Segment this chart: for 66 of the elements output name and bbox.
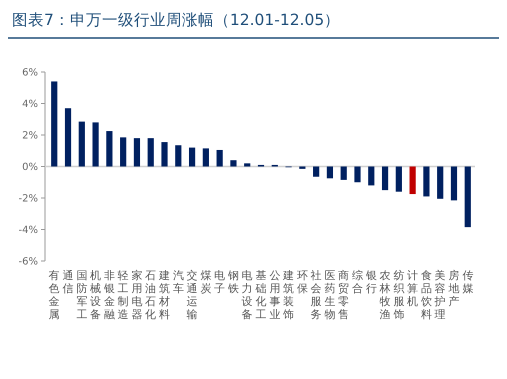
x-tick-label: 银行: [364, 269, 377, 295]
x-tick-label: 建筑装饰: [282, 269, 294, 321]
bar: [437, 166, 444, 199]
x-tick-label: 非银金融: [102, 269, 115, 321]
bar: [78, 122, 85, 166]
x-tick-label: 计算机: [407, 269, 418, 308]
x-tick-label: 环保: [296, 269, 308, 295]
y-tick-label: -2%: [18, 194, 38, 204]
bar: [354, 166, 361, 182]
bar: [368, 166, 374, 186]
y-tick-label: -6%: [18, 256, 38, 268]
x-tick-label: 公用事业: [269, 269, 280, 321]
bar: [382, 166, 388, 190]
x-tick-label: 交通运输: [186, 269, 198, 321]
x-tick-label: 有色金属: [48, 269, 60, 321]
bar: [340, 166, 347, 180]
x-tick-label: 家用电器: [131, 269, 142, 321]
bar: [148, 138, 154, 166]
y-tick-label: 2%: [22, 130, 38, 142]
x-tick-label: 综合: [352, 269, 363, 295]
bar: [396, 166, 402, 192]
x-tick-label: 国防军工: [76, 269, 88, 321]
y-tick-label: 0%: [22, 162, 38, 173]
y-tick-label: 4%: [22, 99, 38, 110]
bar: [230, 160, 237, 166]
x-tick-label: 汽车: [172, 269, 184, 295]
x-tick-label: 机械设备: [90, 269, 102, 321]
bar: [64, 108, 72, 166]
x-tick-label: 农林牧渔: [378, 269, 391, 321]
chart-title: 图表7：申万一级行业周涨幅（12.01-12.05）: [12, 11, 340, 29]
bar: [202, 148, 209, 166]
x-tick-label: 电子: [214, 269, 226, 295]
bar: [313, 166, 320, 177]
bar: [244, 163, 250, 166]
bar: [92, 122, 99, 166]
bar: [161, 142, 168, 166]
bar: [410, 166, 416, 194]
x-tick-label: 社会服务: [310, 269, 322, 321]
x-tick-label: 商贸零售: [338, 269, 350, 321]
x-tick-label: 通信: [62, 269, 74, 295]
bar: [51, 81, 58, 166]
x-tick-label: 房地产: [447, 269, 460, 308]
x-tick-label: 煤炭: [200, 269, 212, 295]
bar: [326, 166, 334, 178]
bar: [188, 148, 196, 166]
x-tick-label: 食品饮料: [420, 269, 432, 321]
y-tick-label: 6%: [22, 68, 38, 78]
y-tick-label: -4%: [18, 225, 38, 236]
x-tick-label: 电力设备: [242, 269, 253, 321]
bar: [423, 166, 430, 196]
bar: [106, 131, 112, 166]
x-tick-label: 基础化工: [254, 269, 266, 321]
bar: [216, 150, 223, 166]
x-tick-label: 轻工制造: [118, 269, 129, 321]
x-tick-label: 石油石化: [145, 269, 156, 321]
bar: [120, 137, 126, 166]
x-tick-label: 建筑材料: [158, 269, 170, 321]
bar: [464, 166, 471, 228]
x-tick-label: 钢铁: [226, 269, 239, 295]
x-tick-label: 传媒: [462, 269, 474, 295]
bar: [175, 145, 182, 166]
x-tick-label: 医药生物: [324, 269, 336, 321]
bar: [450, 166, 458, 200]
x-tick-label: 纺织服饰: [392, 269, 404, 321]
bar: [134, 138, 140, 166]
x-tick-label: 美容护理: [434, 269, 446, 321]
